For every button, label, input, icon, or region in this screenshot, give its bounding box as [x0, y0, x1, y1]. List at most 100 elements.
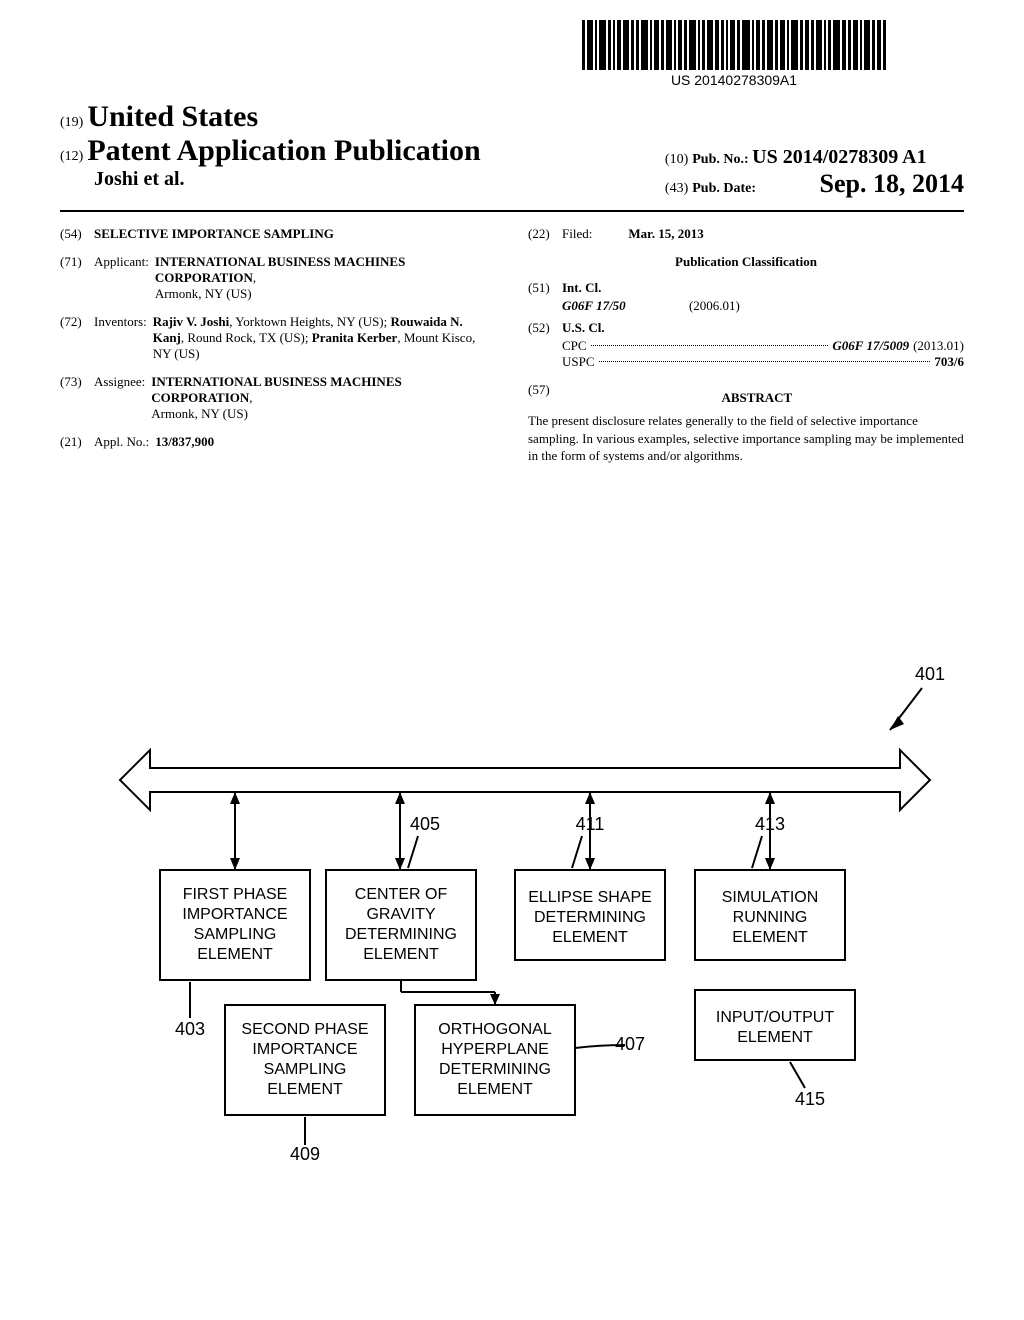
- svg-text:RUNNING: RUNNING: [733, 909, 808, 926]
- field-54: (54) SELECTIVE IMPORTANCE SAMPLING: [60, 226, 496, 242]
- svg-text:CENTER OF: CENTER OF: [355, 886, 448, 903]
- svg-text:ELLIPSE SHAPE: ELLIPSE SHAPE: [528, 889, 652, 906]
- svg-text:SAMPLING: SAMPLING: [264, 1061, 347, 1078]
- inventors-value: Rajiv V. Joshi, Yorktown Heights, NY (US…: [153, 314, 496, 362]
- label-filed: Filed:: [562, 226, 592, 242]
- svg-text:ELEMENT: ELEMENT: [363, 946, 439, 963]
- uscl-label: U.S. Cl.: [562, 320, 964, 336]
- code-51: (51): [528, 280, 562, 296]
- code-54: (54): [60, 226, 94, 242]
- dotted-line: [591, 345, 829, 346]
- cpc-value: G06F 17/5009: [832, 338, 909, 354]
- svg-text:SAMPLING: SAMPLING: [194, 926, 277, 943]
- barcode-label: US 20140278309A1: [544, 72, 924, 88]
- label-applicant: Applicant:: [94, 254, 149, 270]
- field-22: (22) Filed: Mar. 15, 2013: [528, 226, 964, 242]
- intcl-year: (2006.01): [689, 298, 740, 313]
- svg-text:SIMULATION: SIMULATION: [722, 889, 819, 906]
- code-73: (73): [60, 374, 94, 390]
- code-10: (10): [665, 152, 688, 167]
- field-72: (72) Inventors: Rajiv V. Joshi, Yorktown…: [60, 314, 496, 362]
- header-right: (10) Pub. No.: US 2014/0278309 A1 (43) P…: [665, 146, 964, 199]
- applno-value: 13/837,900: [155, 434, 496, 450]
- label-inventors: Inventors:: [94, 314, 147, 330]
- field-57: (57) ABSTRACT: [528, 382, 964, 412]
- field-71: (71) Applicant: INTERNATIONAL BUSINESS M…: [60, 254, 496, 302]
- field-73: (73) Assignee: INTERNATIONAL BUSINESS MA…: [60, 374, 496, 422]
- uspc-row: USPC 703/6: [562, 354, 964, 370]
- ref-411: 411: [576, 814, 605, 834]
- bibliographic-columns: (54) SELECTIVE IMPORTANCE SAMPLING (71) …: [60, 226, 964, 465]
- applicant-value: INTERNATIONAL BUSINESS MACHINES CORPORAT…: [155, 254, 496, 302]
- ref-409: 409: [290, 1144, 320, 1164]
- code-52: (52): [528, 320, 562, 336]
- svg-text:ELEMENT: ELEMENT: [552, 929, 628, 946]
- cpc-row: CPC G06F 17/5009 (2013.01): [562, 338, 964, 354]
- code-43: (43): [665, 181, 688, 196]
- uspc-value: 703/6: [934, 354, 964, 370]
- code-19: (19): [60, 115, 83, 130]
- svg-text:ELEMENT: ELEMENT: [197, 946, 273, 963]
- ref-401: 401: [915, 664, 945, 684]
- dotted-line: [599, 361, 931, 362]
- country: United States: [87, 100, 258, 133]
- ref-407: 407: [615, 1034, 645, 1054]
- label-assignee: Assignee:: [94, 374, 145, 390]
- pubno-label: Pub. No.:: [692, 152, 752, 167]
- svg-text:IMPORTANCE: IMPORTANCE: [252, 1041, 357, 1058]
- svg-text:ELEMENT: ELEMENT: [457, 1081, 533, 1098]
- svg-text:ELEMENT: ELEMENT: [267, 1081, 343, 1098]
- svg-text:INPUT/OUTPUT: INPUT/OUTPUT: [716, 1009, 834, 1026]
- intcl-code: G06F 17/50: [562, 298, 626, 313]
- ref-415: 415: [795, 1089, 825, 1109]
- svg-text:ELEMENT: ELEMENT: [737, 1029, 813, 1046]
- svg-text:FIRST PHASE: FIRST PHASE: [183, 886, 288, 903]
- field-52: (52) U.S. Cl.: [528, 320, 964, 336]
- publication-type: Patent Application Publication: [87, 134, 480, 167]
- pubno: US 2014/0278309 A1: [752, 146, 926, 168]
- intcl-row: G06F 17/50 (2006.01): [562, 298, 964, 314]
- authors: Joshi et al.: [94, 168, 481, 191]
- intcl-label: Int. Cl.: [562, 280, 964, 296]
- code-21: (21): [60, 434, 94, 450]
- abstract-title: ABSTRACT: [550, 390, 964, 406]
- ref-413: 413: [755, 814, 785, 834]
- svg-text:ELEMENT: ELEMENT: [732, 929, 808, 946]
- code-72: (72): [60, 314, 94, 330]
- svg-text:DETERMINING: DETERMINING: [439, 1061, 551, 1078]
- bus: [120, 750, 930, 810]
- barcode: [544, 20, 924, 70]
- title: SELECTIVE IMPORTANCE SAMPLING: [94, 226, 496, 242]
- pubdate-label: Pub. Date:: [692, 181, 759, 196]
- field-51: (51) Int. Cl.: [528, 280, 964, 296]
- svg-text:SECOND PHASE: SECOND PHASE: [241, 1021, 368, 1038]
- cpc-year: (2013.01): [913, 338, 964, 354]
- abstract-text: The present disclosure relates generally…: [528, 412, 964, 465]
- svg-text:GRAVITY: GRAVITY: [366, 906, 435, 923]
- barcode-region: US 20140278309A1: [544, 20, 924, 88]
- assignee-value: INTERNATIONAL BUSINESS MACHINES CORPORAT…: [151, 374, 496, 422]
- divider: [60, 210, 964, 212]
- code-57: (57): [528, 382, 550, 412]
- header-left: (19) United States (12) Patent Applicati…: [60, 100, 481, 191]
- svg-text:DETERMINING: DETERMINING: [345, 926, 457, 943]
- uspc-label: USPC: [562, 354, 595, 370]
- svg-text:ORTHOGONAL: ORTHOGONAL: [438, 1021, 552, 1038]
- pubdate: Sep. 18, 2014: [820, 169, 964, 198]
- field-21: (21) Appl. No.: 13/837,900: [60, 434, 496, 450]
- filed-value: Mar. 15, 2013: [628, 226, 964, 242]
- svg-text:DETERMINING: DETERMINING: [534, 909, 646, 926]
- svg-text:IMPORTANCE: IMPORTANCE: [182, 906, 287, 923]
- label-applno: Appl. No.:: [94, 434, 149, 450]
- right-column: (22) Filed: Mar. 15, 2013 Publication Cl…: [528, 226, 964, 465]
- pubclass-title: Publication Classification: [528, 254, 964, 270]
- code-22: (22): [528, 226, 562, 242]
- left-column: (54) SELECTIVE IMPORTANCE SAMPLING (71) …: [60, 226, 496, 465]
- svg-text:HYPERPLANE: HYPERPLANE: [441, 1041, 549, 1058]
- ref-403: 403: [175, 1019, 205, 1039]
- code-71: (71): [60, 254, 94, 270]
- cpc-label: CPC: [562, 338, 587, 354]
- figure-401: 401 FIRST PHASE IMPORTANCE SAMPLING ELEM…: [60, 660, 964, 1220]
- ref-405: 405: [410, 814, 440, 834]
- code-12: (12): [60, 149, 83, 164]
